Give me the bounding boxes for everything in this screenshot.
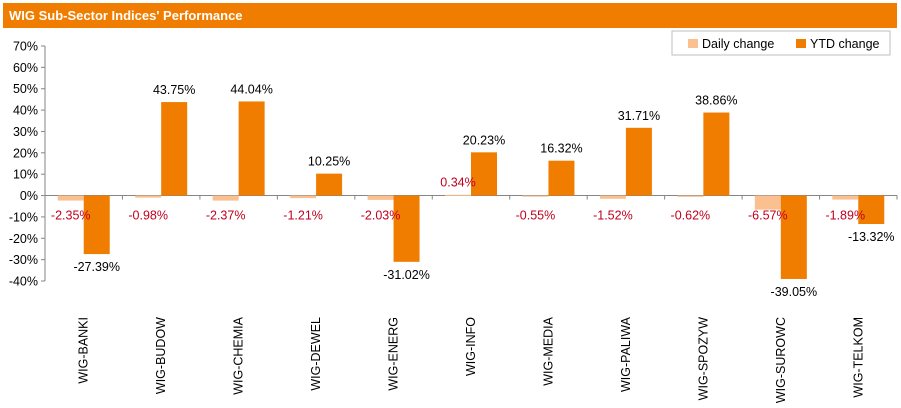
chart-title: WIG Sub-Sector Indices' Performance: [3, 3, 897, 28]
daily-change-label: -6.57%: [748, 209, 788, 223]
ytd-change-bar: [471, 152, 497, 196]
daily-change-bar: [522, 195, 549, 197]
daily-change-label: -1.21%: [283, 209, 323, 223]
x-category-label: WIG-BUDOW: [154, 317, 168, 394]
ytd-change-bar: [393, 195, 420, 262]
daily-change-label: -0.98%: [128, 209, 168, 223]
y-tick-label: -40%: [9, 275, 38, 289]
ytd-change-bar: [316, 173, 343, 196]
daily-change-bar: [754, 195, 781, 210]
legend-swatch-ytd: [796, 39, 806, 48]
y-tick-label: 50%: [13, 82, 38, 96]
ytd-change-label: 31.71%: [618, 109, 660, 123]
ytd-change-bar: [238, 101, 265, 196]
ytd-change-bar: [780, 195, 807, 279]
y-tick-label: -30%: [9, 253, 38, 267]
ytd-change-label: -39.05%: [771, 285, 818, 299]
daily-change-bar: [677, 195, 704, 197]
ytd-change-bar: [83, 195, 110, 255]
y-tick-label: 40%: [13, 104, 38, 118]
daily-change-bar: [212, 195, 239, 201]
y-tick-label: 20%: [13, 146, 38, 160]
ytd-change-label: 10.25%: [308, 155, 350, 169]
daily-change-bar: [290, 195, 317, 199]
daily-change-label: -2.03%: [361, 209, 401, 223]
x-category-label: WIG-ENERG: [387, 317, 401, 391]
daily-change-label: -2.37%: [206, 209, 246, 223]
daily-change-bar: [599, 195, 626, 199]
y-tick-label: 60%: [13, 61, 38, 75]
daily-change-bar: [445, 194, 471, 196]
y-tick-label: 10%: [13, 168, 38, 182]
daily-change-label: -1.52%: [593, 209, 633, 223]
x-category-label: WIG-DEWEL: [309, 317, 323, 391]
ytd-change-label: -13.32%: [848, 230, 895, 244]
y-tick-label: 70%: [13, 40, 38, 54]
x-category-label: WIG-PALIWA: [619, 316, 633, 392]
daily-change-bar: [135, 195, 162, 198]
x-category-label: WIG-CHEMIA: [232, 316, 246, 394]
ytd-change-label: 38.86%: [695, 94, 737, 108]
x-category-label: WIG-INFO: [464, 317, 478, 376]
y-tick-label: 0%: [20, 189, 38, 203]
ytd-change-label: 16.32%: [540, 142, 582, 156]
ytd-change-label: 44.04%: [230, 82, 272, 96]
daily-change-bar: [367, 195, 394, 200]
x-category-label: WIG-BANKI: [77, 317, 91, 384]
daily-change-label: 0.34%: [440, 176, 475, 190]
x-category-label: WIG-SUROWC: [774, 317, 788, 403]
ytd-change-bar: [161, 102, 188, 196]
daily-change-bar: [832, 195, 859, 200]
daily-change-label: -0.62%: [671, 209, 711, 223]
ytd-change-bar: [703, 112, 730, 196]
legend-swatch-daily: [688, 39, 698, 48]
x-category-label: WIG-MEDIA: [541, 316, 555, 385]
daily-change-label: -0.55%: [516, 209, 556, 223]
legend-label-ytd: YTD change: [810, 37, 880, 51]
daily-change-label: -2.35%: [51, 209, 91, 223]
y-tick-label: -20%: [9, 232, 38, 246]
y-tick-label: 30%: [13, 125, 38, 139]
ytd-change-label: -27.39%: [73, 260, 120, 274]
ytd-change-label: 20.23%: [463, 133, 505, 147]
x-category-label: WIG-TELKOM: [851, 317, 865, 398]
ytd-change-label: -31.02%: [383, 268, 430, 282]
ytd-change-bar: [625, 127, 652, 196]
ytd-change-bar: [858, 195, 885, 225]
daily-change-bar: [57, 195, 84, 201]
ytd-change-bar: [548, 160, 575, 196]
legend-label-daily: Daily change: [702, 37, 774, 51]
y-tick-label: -10%: [9, 210, 38, 224]
x-category-label: WIG-SPOZYW: [696, 317, 710, 401]
legend-box: [671, 30, 891, 56]
daily-change-label: -1.89%: [825, 209, 865, 223]
ytd-change-label: 43.75%: [153, 83, 195, 97]
